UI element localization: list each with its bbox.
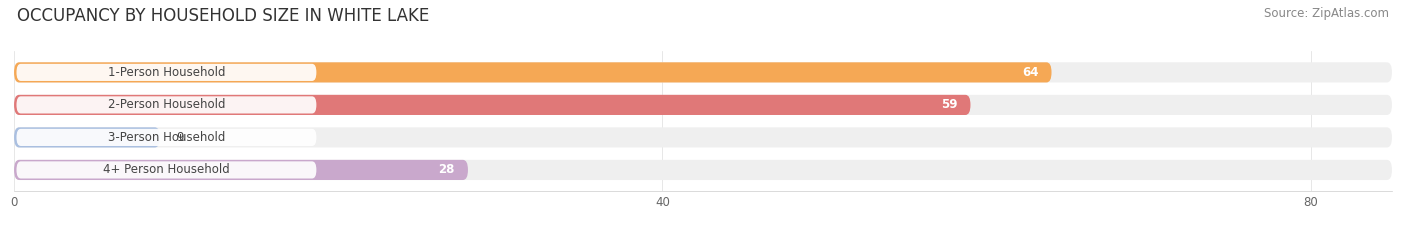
FancyBboxPatch shape	[14, 160, 468, 180]
FancyBboxPatch shape	[14, 95, 970, 115]
Text: Source: ZipAtlas.com: Source: ZipAtlas.com	[1264, 7, 1389, 20]
Text: 3-Person Household: 3-Person Household	[108, 131, 225, 144]
FancyBboxPatch shape	[17, 129, 316, 146]
Text: 1-Person Household: 1-Person Household	[108, 66, 225, 79]
Text: 64: 64	[1022, 66, 1039, 79]
Text: 59: 59	[941, 98, 957, 111]
FancyBboxPatch shape	[14, 127, 1392, 147]
Text: OCCUPANCY BY HOUSEHOLD SIZE IN WHITE LAKE: OCCUPANCY BY HOUSEHOLD SIZE IN WHITE LAK…	[17, 7, 429, 25]
FancyBboxPatch shape	[14, 62, 1392, 82]
FancyBboxPatch shape	[14, 95, 1392, 115]
FancyBboxPatch shape	[17, 64, 316, 81]
FancyBboxPatch shape	[14, 160, 1392, 180]
FancyBboxPatch shape	[17, 161, 316, 178]
FancyBboxPatch shape	[17, 96, 316, 113]
Text: 28: 28	[439, 163, 456, 176]
FancyBboxPatch shape	[14, 127, 160, 147]
Text: 4+ Person Household: 4+ Person Household	[103, 163, 229, 176]
FancyBboxPatch shape	[14, 62, 1052, 82]
Text: 9: 9	[176, 131, 184, 144]
Text: 2-Person Household: 2-Person Household	[108, 98, 225, 111]
